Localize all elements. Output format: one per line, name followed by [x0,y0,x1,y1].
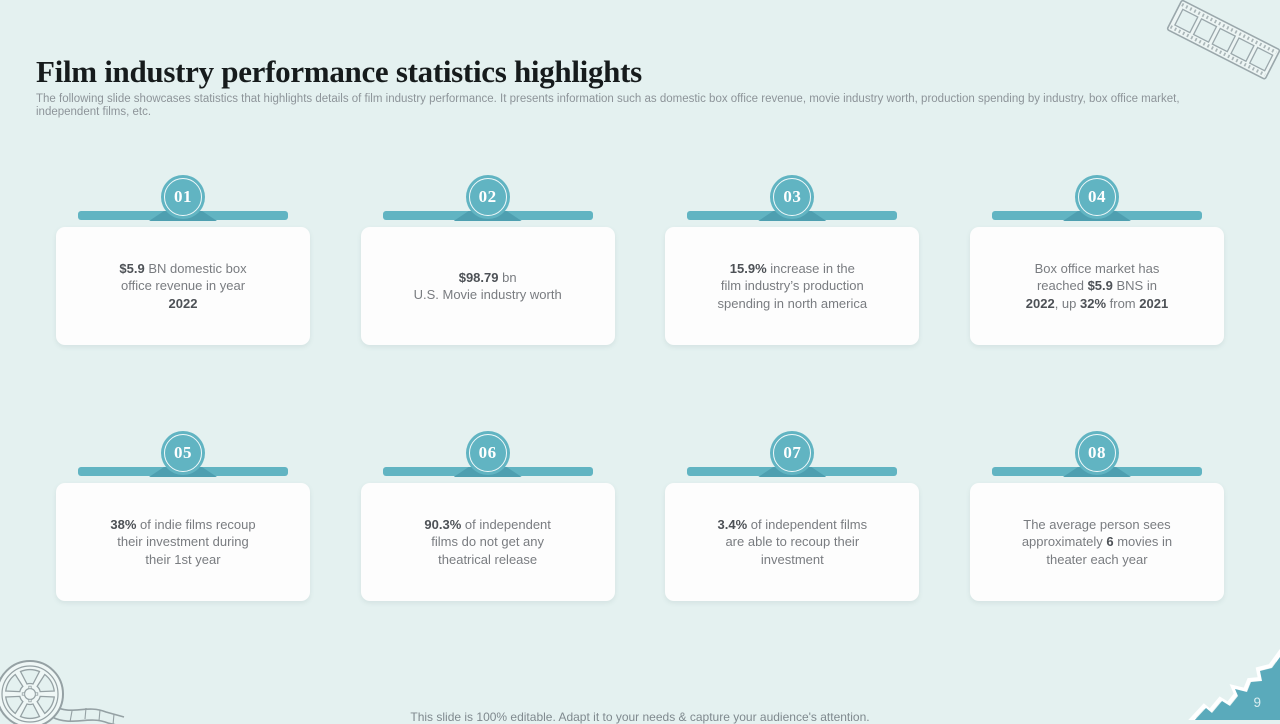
stat-text: from [1106,295,1140,311]
stat-card-05: 05 38% of indie films recoup their inves… [56,431,310,601]
stat-card-body: The average person sees approximately 6 … [969,483,1224,601]
stat-text: increase in the film industry’s producti… [717,260,868,311]
stat-text: Box office market has reached [1034,260,1160,294]
stat-text: The average person sees approximately [1021,516,1171,550]
stat-emphasis: 90.3% [424,516,462,532]
stat-card-body: $5.9 BN domestic box office revenue in y… [56,227,310,345]
film-strip-icon [1166,0,1280,80]
stat-emphasis: 2022 [1025,295,1055,311]
footer-note: This slide is 100% editable. Adapt it to… [410,710,870,724]
stat-card-body: Box office market has reached $5.9 BNS i… [969,227,1224,345]
number-badge-label: 05 [174,443,192,462]
number-badge: 04 [1074,175,1119,219]
number-badge-label: 08 [1087,443,1106,462]
stat-card-body: 90.3% of independent films do not get an… [360,483,615,601]
number-badge-label: 04 [1087,187,1106,206]
number-badge-label: 01 [174,187,192,206]
stat-card-text: 3.4% of independent films are able to re… [718,516,868,569]
torn-corner-shape [1188,648,1280,720]
page-title: Film industry performance statistics hig… [36,53,642,89]
stat-emphasis: 6 [1106,534,1114,550]
stats-grid: 01 $5.9 BN domestic box office revenue i… [56,175,1224,601]
stat-emphasis: $5.9 [119,260,145,276]
stat-text: bn U.S. Movie industry worth [413,269,562,303]
number-badge: 03 [770,175,815,219]
stat-card-02: 02 $98.79 bn U.S. Movie industry worth [360,175,615,345]
page-number: 9 [1253,695,1261,710]
stat-emphasis: $98.79 [458,269,499,285]
stat-card-text: $98.79 bn U.S. Movie industry worth [414,269,562,304]
stat-card-body: 3.4% of independent films are able to re… [665,483,920,601]
stat-emphasis: $5.9 [1087,278,1113,294]
stat-emphasis: 2021 [1139,295,1169,311]
stat-text: BNS in [1116,278,1157,294]
number-badge-label: 07 [783,443,802,462]
number-badge: 01 [161,175,205,219]
stat-text: , up [1054,295,1080,311]
stats-row-top: 01 $5.9 BN domestic box office revenue i… [56,175,1224,345]
stat-text: movies in theater each year [1046,534,1173,567]
stat-card-body: $98.79 bn U.S. Movie industry worth [360,227,615,345]
number-badge-label: 02 [478,187,497,206]
stat-text: of indie films recoup their investment d… [117,516,256,567]
stat-card-text: 90.3% of independent films do not get an… [424,516,551,569]
stat-text: BN domestic box office revenue in year [120,260,247,294]
stat-card-text: The average person sees approximately 6 … [1022,516,1172,569]
stat-emphasis: 38% [110,516,137,532]
film-reel-icon [0,660,125,724]
number-badge: 07 [770,431,815,475]
stat-card-07: 07 3.4% of independent films are able to… [665,431,920,601]
stat-emphasis: 2022 [168,295,198,311]
stat-text: of independent films do not get any thea… [431,516,551,567]
number-badge: 06 [465,431,510,475]
page-subtitle: The following slide showcases statistics… [36,92,1180,119]
stat-emphasis: 32% [1079,295,1107,311]
stat-card-text: Box office market has reached $5.9 BNS i… [1026,260,1168,313]
stat-card-04: 04 Box office market has reached $5.9 BN… [969,175,1224,345]
stat-card-03: 03 15.9% increase in the film industry’s… [665,175,920,345]
stat-card-08: 08 The average person sees approximately… [969,431,1224,601]
stat-card-text: 38% of indie films recoup their investme… [110,516,255,569]
stat-card-01: 01 $5.9 BN domestic box office revenue i… [56,175,310,345]
number-badge: 05 [161,431,205,475]
stat-card-06: 06 90.3% of independent films do not get… [360,431,615,601]
stat-card-body: 15.9% increase in the film industry’s pr… [665,227,920,345]
stat-emphasis: 15.9% [729,260,767,276]
stat-card-text: 15.9% increase in the film industry’s pr… [718,260,868,313]
stat-card-body: 38% of indie films recoup their investme… [56,483,310,601]
stat-emphasis: 3.4% [717,516,748,532]
number-badge: 08 [1074,431,1119,475]
stats-row-bottom: 05 38% of indie films recoup their inves… [56,431,1224,601]
number-badge-label: 03 [783,187,802,206]
stat-text: of independent films are able to recoup … [725,516,868,567]
number-badge: 02 [465,175,510,219]
stat-card-text: $5.9 BN domestic box office revenue in y… [119,260,246,313]
number-badge-label: 06 [478,443,497,462]
